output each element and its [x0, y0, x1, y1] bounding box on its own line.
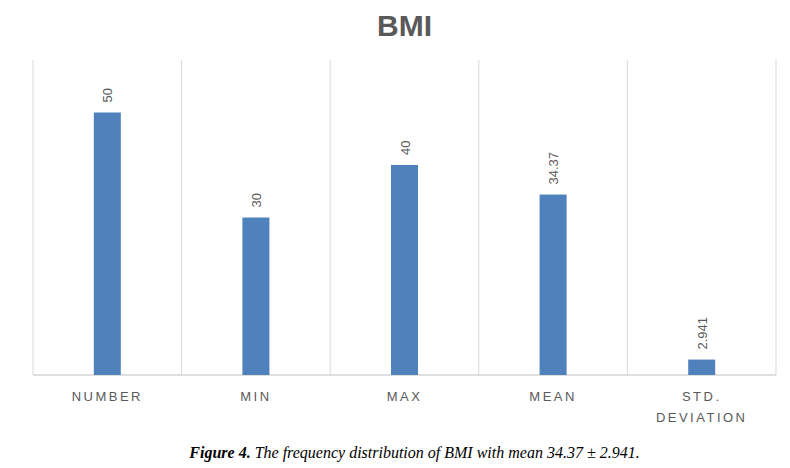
data-label: 50	[100, 88, 115, 102]
data-label: 34.37	[546, 152, 561, 185]
category-separator	[478, 60, 479, 375]
data-label: 40	[398, 141, 413, 155]
category-separator	[181, 60, 182, 375]
title: BMI	[377, 9, 432, 42]
chart: BMI 50 30 40 34.37 2.941 NUMBER MIN MAX MEAN STD. D…	[0, 0, 790, 468]
bar	[94, 113, 121, 376]
data-label: 2.941	[695, 317, 710, 350]
data-label: 30	[249, 193, 264, 207]
bar	[540, 195, 567, 375]
category-label-line: DEVIATION	[656, 410, 748, 425]
category-separator	[330, 60, 331, 375]
category-separator	[776, 60, 777, 375]
category-separator	[33, 60, 34, 375]
category-label-line: STD.	[682, 389, 722, 404]
caption-text: The frequency distribution of BMI with m…	[251, 444, 640, 462]
bars	[94, 113, 715, 376]
caption-label: Figure 4.	[188, 444, 250, 462]
caption: Figure 4. The frequency distribution of …	[188, 444, 639, 462]
category-separator	[627, 60, 628, 375]
category-label: MIN	[240, 389, 271, 404]
category-label: NUMBER	[72, 389, 143, 404]
bar	[391, 165, 418, 375]
category-label: MEAN	[529, 389, 577, 404]
bar	[688, 360, 715, 375]
category-label: STD. DEVIATION	[656, 389, 748, 425]
bar	[242, 218, 269, 376]
category-label: MAX	[387, 389, 423, 404]
